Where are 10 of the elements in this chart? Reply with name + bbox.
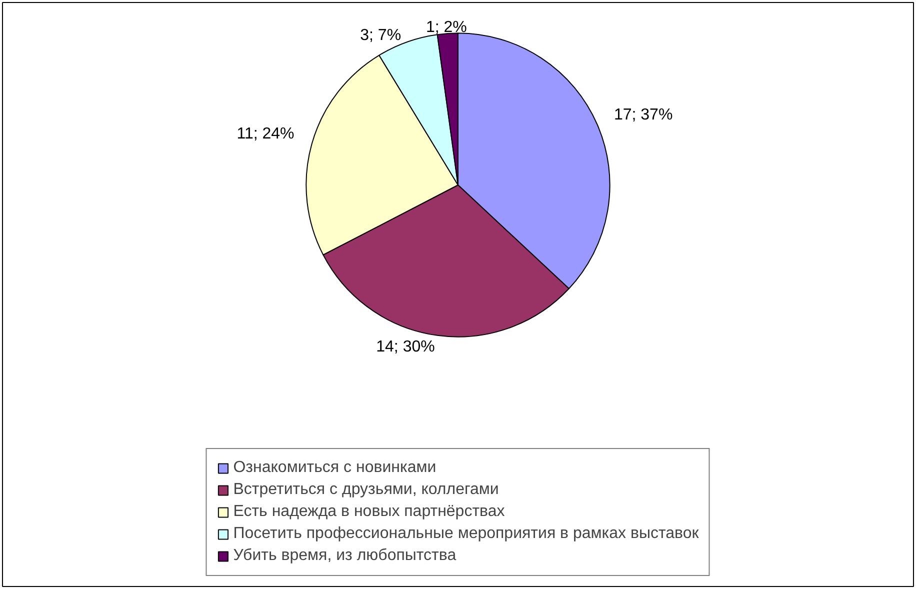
data-label: 1; 2%	[426, 19, 467, 36]
legend-label: Ознакомиться с новинками	[233, 459, 436, 477]
data-label: 17; 37%	[614, 106, 673, 124]
legend-label: Есть надежда в новых партнёрствах	[233, 503, 505, 521]
legend-label: Встретиться с друзьями, коллегами	[233, 481, 499, 499]
data-label: 11; 24%	[236, 125, 294, 142]
legend-label: Посетить профессиональные мероприятия в рамках выставок	[233, 525, 699, 543]
data-label: 14; 30%	[376, 338, 435, 356]
data-label: 3; 7%	[360, 27, 402, 44]
legend-label: Убить время, из любопытства	[233, 547, 456, 565]
